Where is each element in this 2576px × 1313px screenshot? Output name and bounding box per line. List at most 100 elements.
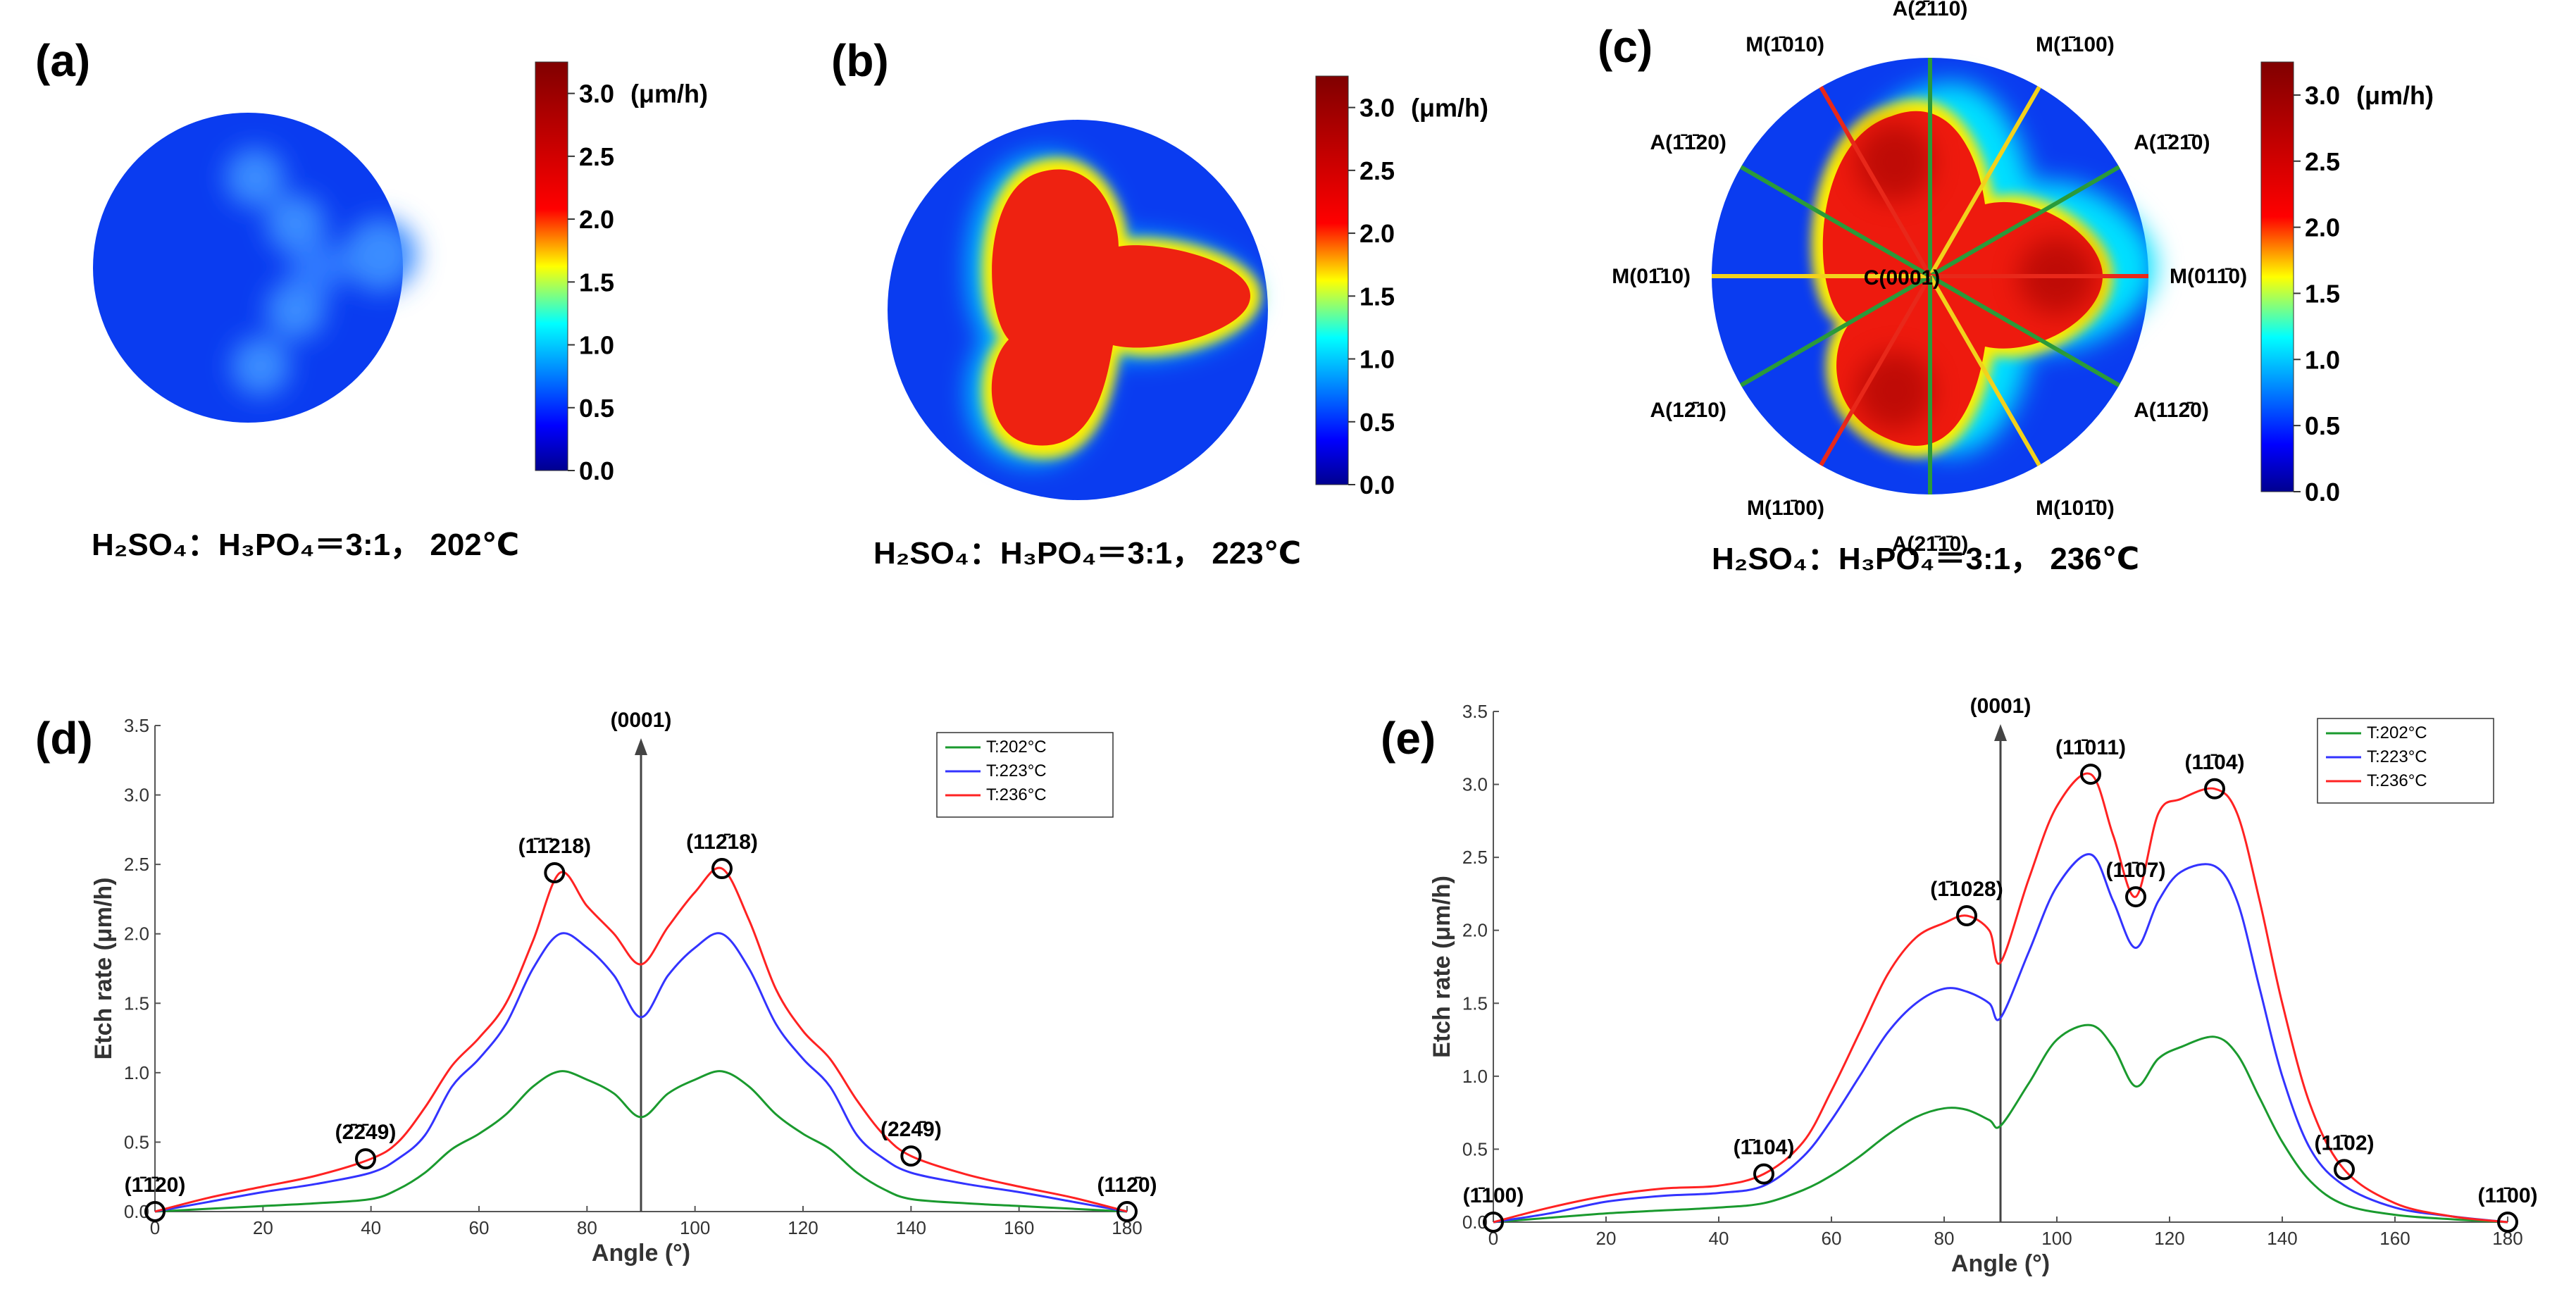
panel-label: (e) [1381, 713, 1436, 764]
peak-marker [1116, 1201, 1138, 1222]
peak-marker [2334, 1159, 2355, 1181]
colorbar-tick-label: 0.5 [1359, 408, 1395, 437]
panel-d: (d) 0 20 40 60 80 100 120 140 160 1800.00.51.01.5… [35, 709, 1157, 1267]
colorbar-tick-label: 0.0 [579, 456, 614, 485]
etch-map-disk [93, 113, 403, 423]
legend-label: T:236°C [2367, 771, 2427, 790]
legend-label: T:223°C [986, 761, 1047, 780]
y-tick-label: 1.0 [1462, 1066, 1488, 1087]
peak-label: (11̄07) [2105, 859, 2165, 882]
colorbar-tick-label: 1.0 [2305, 345, 2340, 374]
legend-label: T:202°C [2367, 723, 2427, 742]
direction-label: A(1̄21̄0) [2134, 131, 2210, 154]
colorbar-tick-label: 2.5 [579, 142, 614, 171]
peak-label: (112̄0) [1097, 1174, 1157, 1197]
condition-label: H₂SO₄：H₃PO₄＝3:1， 202℃ [92, 528, 519, 562]
etch-rate-spots [225, 148, 417, 396]
x-tick-label: 140 [2267, 1228, 2297, 1249]
x-tick-label: 120 [788, 1217, 818, 1238]
x-tick-label: 160 [2379, 1228, 2410, 1249]
legend-label: T:202°C [986, 738, 1047, 757]
etch-rate-trefoil [968, 154, 1261, 463]
condition-label: H₂SO₄：H₃PO₄＝3:1， 223℃ [873, 536, 1301, 571]
y-axis-title: Etch rate (μm/h) [90, 878, 117, 1060]
x-tick-label: 60 [469, 1217, 490, 1238]
x-tick-label: 0 [1488, 1228, 1498, 1249]
peak-label: (11̄011) [2055, 736, 2126, 759]
peak-marker [711, 858, 733, 880]
y-tick-label: 0.5 [124, 1131, 149, 1152]
c-axis-arrowhead [1994, 724, 2007, 741]
colorbar-tick-label: 0.0 [2305, 478, 2340, 506]
x-axis-title: Angle (°) [1951, 1250, 2050, 1277]
colorbar-tick-label: 2.5 [2305, 147, 2340, 176]
peak-marker [355, 1148, 376, 1170]
condition-label: H₂SO₄：H₃PO₄＝3:1， 236℃ [1712, 542, 2139, 576]
direction-label: M(1̄100) [2036, 33, 2115, 56]
peak-marker [900, 1145, 922, 1167]
peak-label: (2̄2̄49) [335, 1121, 397, 1144]
y-tick-label: 1.0 [124, 1062, 149, 1083]
series-line [1493, 853, 2508, 1224]
peak-label: (11̄04) [2184, 751, 2244, 774]
colorbar-tick-label: 3.0 [2305, 81, 2340, 110]
colorbar-tick-label: 0.0 [1359, 471, 1395, 499]
panel-label: (b) [831, 35, 889, 86]
colorbar-tick-label: 0.5 [579, 394, 614, 423]
y-tick-label: 3.5 [1462, 701, 1488, 722]
direction-line [1929, 274, 2120, 387]
x-tick-label: 80 [1934, 1228, 1955, 1249]
peak-marker [2080, 764, 2101, 785]
x-tick-label: 100 [680, 1217, 710, 1238]
x-tick-label: 80 [577, 1217, 597, 1238]
peak-label: (1̄1̄218) [518, 835, 591, 858]
colorbar-tick-label: 2.5 [1359, 156, 1395, 185]
y-axis-title: Etch rate (μm/h) [1429, 876, 1455, 1058]
colorbar: 0.0 0.5 1.0 1.5 2.0 2.5 3.0 (μm/h) [535, 61, 708, 485]
colorbar-tick-label: 1.5 [579, 268, 614, 297]
x-tick-label: 40 [361, 1217, 381, 1238]
peak-label: (112̄18) [686, 830, 758, 854]
series-line [154, 1070, 1128, 1213]
direction-line [1819, 275, 1932, 466]
peak-marker [144, 1201, 166, 1222]
panel-b: (b) H₂SO₄：H₃PO₄＝3:1， 223℃ 0.0 0.5 1.0 1.5 2.… [831, 35, 1488, 571]
series-line [154, 866, 1128, 1213]
x-tick-label: 60 [1822, 1228, 1842, 1249]
colorbar-unit: (μm/h) [630, 80, 708, 108]
colorbar-tick-label: 1.5 [1359, 282, 1395, 311]
y-tick-label: 0.5 [1462, 1138, 1488, 1159]
peak-marker [1753, 1163, 1774, 1185]
c-axis-label: (0001) [1970, 695, 2031, 718]
colorbar-unit: (μm/h) [1411, 94, 1488, 123]
colorbar-tick-label: 3.0 [1359, 94, 1395, 123]
colorbar-tick-label: 0.5 [2305, 411, 2340, 440]
center-label: C(0001) [1864, 266, 1940, 290]
legend-label: T:223°C [2367, 747, 2427, 766]
panel-label: (a) [35, 35, 90, 86]
y-tick-label: 2.0 [1462, 920, 1488, 941]
legend-label: T:236°C [986, 785, 1047, 804]
direction-line [1928, 275, 2041, 466]
colorbar-tick-label: 2.0 [2305, 213, 2340, 242]
direction-line [1928, 86, 2041, 278]
direction-line [1929, 165, 2120, 278]
direction-label: A(2̄110) [1893, 0, 1968, 20]
line-chart-e: 0 20 40 60 80 100 120 140 160 1800.00.51.01.52.02… [1429, 695, 2538, 1277]
x-tick-label: 20 [1596, 1228, 1617, 1249]
series-line [1493, 772, 2508, 1224]
direction-line [1819, 86, 1932, 278]
direction-label: A(112̄0) [2134, 399, 2209, 422]
direction-line [1740, 165, 1931, 278]
direction-label: M(01̄10) [1612, 265, 1691, 288]
colorbar: 0.0 0.5 1.0 1.5 2.0 2.5 3.0 (μm/h) [2260, 61, 2434, 506]
colorbar-tick-label: 1.0 [579, 331, 614, 360]
c-axis-arrowhead [635, 738, 647, 755]
y-tick-label: 2.5 [1462, 847, 1488, 868]
y-tick-label: 3.0 [124, 785, 149, 806]
x-tick-label: 40 [1709, 1228, 1729, 1249]
colorbar-tick-label: 1.0 [1359, 345, 1395, 374]
peak-label: (1̄1̄20) [125, 1174, 186, 1197]
direction-label: M(1̄010) [1746, 33, 1824, 56]
